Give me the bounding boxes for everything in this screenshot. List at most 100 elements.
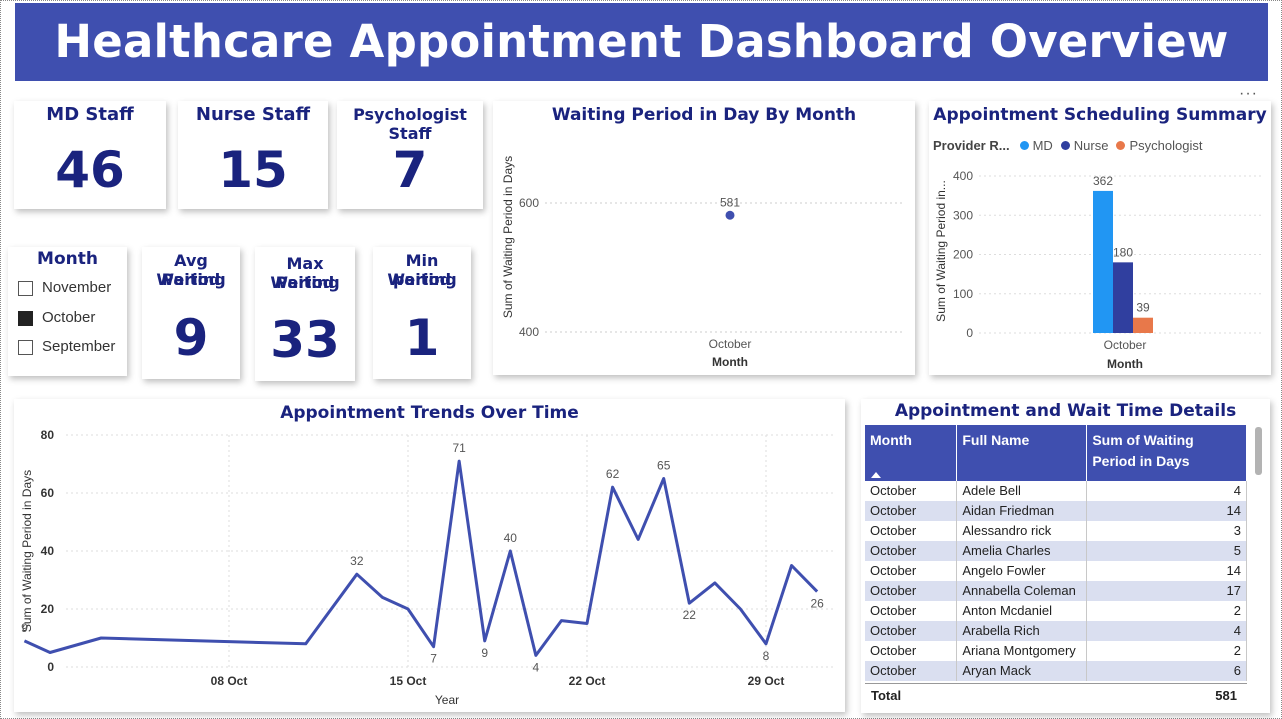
trends-plot: Sum of Waiting Period in Days 0 20 40 60 80 0… [20,428,836,707]
cell-full-name: Aidan Friedman [956,501,1088,521]
scheduling-summary-chart[interactable]: ··· Appointment Scheduling Summary Provi… [929,85,1271,375]
trends-chart[interactable]: Appointment Trends Over Time Sum of Wait… [14,399,845,712]
avg-waiting-value: 9 [173,309,209,367]
data-point[interactable] [508,549,512,553]
month-slicer[interactable]: Month November October September [8,247,127,376]
data-label: 22 [683,608,697,622]
checkbox-icon[interactable] [18,339,33,355]
data-point[interactable] [790,564,794,568]
table-scrollbar[interactable] [1255,427,1262,475]
legend-item[interactable]: Nurse [1073,138,1109,153]
cell-month: October [865,541,958,561]
data-point[interactable] [534,653,538,657]
data-point[interactable] [48,651,52,655]
data-point[interactable] [725,210,735,220]
min-waiting-card[interactable]: Min Waiting period 1 [373,247,471,379]
nurse-staff-value: 15 [218,141,288,199]
y-tick-label: 200 [953,248,973,262]
data-label: 71 [452,441,466,455]
data-point[interactable] [304,642,308,646]
column-header-full-name[interactable]: Full Name [956,425,1088,481]
data-point[interactable] [432,645,436,649]
table-row[interactable]: October Angelo Fowler 14 [865,561,1247,581]
table-row[interactable]: October Anton Mcdaniel 2 [865,601,1247,621]
max-waiting-card[interactable]: Max Waiting Period 33 [255,247,355,381]
details-table[interactable]: Month Full Name Sum of Waiting Period in… [865,425,1247,681]
bar-md[interactable] [1093,190,1113,333]
table-row[interactable]: October Aidan Friedman 14 [865,501,1247,521]
header-label: Month [870,432,912,448]
legend-swatch [1060,141,1070,150]
checkbox-icon[interactable] [18,280,33,296]
data-point[interactable] [738,607,742,611]
slicer-option-october[interactable]: October [18,308,95,328]
checkbox-checked-icon[interactable] [18,310,33,326]
data-point[interactable] [713,581,717,585]
cell-month: October [865,501,958,521]
data-point[interactable] [483,639,487,643]
data-point[interactable] [585,622,589,626]
md-staff-value: 46 [55,141,125,199]
table-row[interactable]: October Aryan Mack 6 [865,661,1247,681]
column-header-sum-waiting[interactable]: Sum of Waiting Period in Days [1086,425,1247,481]
data-point[interactable] [559,619,563,623]
data-point[interactable] [815,590,819,594]
avg-waiting-card[interactable]: Avg Waiting Period 9 [142,247,240,379]
md-staff-label: MD Staff [46,104,134,125]
data-point[interactable] [380,595,384,599]
cell-full-name: Alessandro rick [956,521,1088,541]
more-options-icon[interactable]: ··· [1239,85,1258,102]
cell-full-name: Adele Bell [956,481,1088,501]
slicer-option-november[interactable]: November [18,278,111,298]
sort-ascending-icon[interactable] [871,472,881,478]
psychologist-staff-card[interactable]: Psychologist Staff 7 [337,101,483,209]
y-tick-label: 400 [953,169,973,183]
dashboard-title: Healthcare Appointment Dashboard Overvie… [15,3,1268,81]
cell-full-name: Amelia Charles [956,541,1088,561]
cell-month: October [865,621,958,641]
cell-month: October [865,561,958,581]
legend-item[interactable]: Psychologist [1129,138,1203,153]
md-staff-card[interactable]: MD Staff 46 [14,101,166,209]
nurse-staff-card[interactable]: Nurse Staff 15 [178,101,328,209]
waiting-by-month-chart[interactable]: Waiting Period in Day By Month Sum of Wa… [493,101,915,375]
data-label: 9 [21,621,28,635]
data-point[interactable] [687,601,691,605]
chart-legend: Provider R... MD Nurse Psychologist [933,138,1202,153]
column-header-month[interactable]: Month [865,425,958,481]
trend-line[interactable] [23,459,819,657]
header-label: Full Name [962,432,1030,448]
x-axis-title: Month [712,355,748,369]
table-row[interactable]: October Adele Bell 4 [865,481,1247,501]
data-point[interactable] [406,607,410,611]
legend-title: Provider R... [933,138,1010,153]
min-waiting-value: 1 [404,309,440,367]
waiting-by-month-plot: Sum of Waiting Period in Days 600 400 58… [501,156,905,369]
slicer-option-september[interactable]: September [18,337,115,357]
y-tick-label: 300 [953,208,973,222]
details-table-card[interactable]: Appointment and Wait Time Details Month … [861,399,1270,713]
data-point[interactable] [99,636,103,640]
table-row[interactable]: October Alessandro rick 3 [865,521,1247,541]
table-row[interactable]: October Annabella Coleman 17 [865,581,1247,601]
data-point[interactable] [355,572,359,576]
bar-psychologist[interactable] [1133,317,1153,333]
data-point[interactable] [764,642,768,646]
table-row[interactable]: October Ariana Montgomery 2 [865,641,1247,661]
cell-full-name: Ariana Montgomery [956,641,1088,661]
data-point[interactable] [457,459,461,463]
table-row[interactable]: October Amelia Charles 5 [865,541,1247,561]
data-point[interactable] [611,485,615,489]
data-label: 9 [481,646,488,660]
data-point[interactable] [636,537,640,541]
cell-month: October [865,481,958,501]
total-value: 581 [1215,688,1237,703]
slicer-option-label: September [42,338,116,355]
cell-waiting-days: 6 [1086,661,1247,681]
cell-waiting-days: 2 [1086,601,1247,621]
table-row[interactable]: October Arabella Rich 4 [865,621,1247,641]
bar-nurse[interactable] [1113,262,1133,333]
data-point[interactable] [662,477,666,481]
data-point[interactable] [22,639,26,643]
legend-item[interactable]: MD [1032,138,1053,153]
